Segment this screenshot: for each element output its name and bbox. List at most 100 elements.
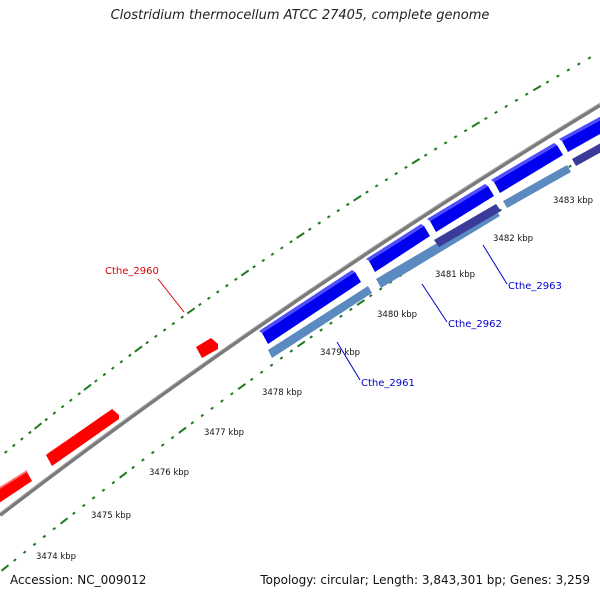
minor-tick [22,550,27,554]
gene-reverse[interactable] [46,409,119,466]
minor-tick [252,265,256,269]
major-tick [240,269,250,277]
gene-label-cthe-2963[interactable]: Cthe_2963 [508,281,562,292]
scale-label: 3475 kbp [91,511,131,521]
minor-tick [423,153,428,157]
gene-reverse[interactable] [0,472,32,505]
minor-tick [52,527,56,531]
minor-tick [32,542,37,547]
minor-tick [494,110,498,115]
gene-forward-cthe-2962[interactable] [369,226,430,272]
minor-tick [215,290,220,294]
gene-label-cthe-2960[interactable]: Cthe_2960 [105,266,159,277]
scale-label: 3480 kbp [377,310,417,320]
minor-tick [524,92,529,96]
leader-cthe-2963 [482,244,508,285]
major-tick [532,85,542,92]
gene-label-cthe-2962[interactable]: Cthe_2962 [448,319,502,330]
major-tick [0,564,10,572]
minor-tick [453,135,458,139]
scale-label: 3478 kbp [262,388,302,398]
gene-forward-cthe-2961[interactable] [262,272,361,344]
minor-tick [198,302,202,307]
minor-tick [160,443,165,447]
minor-tick [141,458,145,462]
minor-tick [94,379,98,383]
minor-tick [207,296,211,300]
major-tick [353,194,362,202]
gene-forward[interactable] [562,115,600,152]
minor-tick [345,202,350,207]
minor-tick [319,328,323,332]
minor-tick [336,208,341,213]
gene-forward-cthe-2962-top[interactable] [366,224,424,261]
scale-label: 3481 kbp [435,270,475,280]
minor-tick [463,129,468,133]
reverse-genes [0,337,218,505]
minor-tick [101,488,106,492]
minor-tick [13,558,17,562]
minor-tick [339,314,343,318]
minor-tick [394,171,398,176]
scale-label: 3482 kbp [493,234,533,244]
minor-tick [131,465,135,470]
gene-forward-cthe-2961-shade[interactable] [268,286,372,358]
minor-tick [269,363,274,367]
minor-tick [329,321,333,325]
scale-label: 3476 kbp [149,468,189,478]
genome-backbone-highlight [0,102,600,514]
leader-cthe-2961 [336,341,361,381]
minor-tick [270,252,275,256]
minor-tick [289,349,294,353]
minor-tick [77,392,81,396]
minor-tick [368,294,373,298]
gene-forward-top[interactable] [491,143,557,182]
minor-tick [365,190,369,194]
minor-tick [170,435,175,440]
minor-tick [259,370,264,374]
gene-forward-cthe-2961-top[interactable] [259,270,355,333]
gene-label-cthe-2961[interactable]: Cthe_2961 [361,378,415,389]
gene-forward-cthe-2963[interactable] [430,186,494,232]
minor-tick [249,377,254,382]
gene-forward-shade[interactable] [572,138,600,166]
accession-text: Accession: NC_009012 [10,573,147,587]
minor-tick [190,421,195,425]
gene-forward-cthe-2963-shade[interactable] [434,204,501,247]
major-tick [411,158,421,165]
gene-forward-top[interactable] [559,113,600,141]
gene-reverse[interactable] [0,470,27,495]
minor-tick [309,335,313,339]
minor-tick [81,503,86,508]
major-tick [134,345,143,353]
gene-reverse-cthe-2960[interactable] [196,338,218,358]
gene-reverse-cthe-2960-top[interactable] [196,337,213,347]
minor-tick [4,450,8,454]
major-tick [471,121,481,128]
minor-tick [545,80,550,84]
major-tick [296,232,305,239]
leader-cthe-2960 [157,278,185,313]
minor-tick [404,165,408,170]
minor-tick [307,227,312,231]
minor-tick [102,372,107,377]
forward-genes [259,113,600,358]
minor-tick [119,360,124,364]
gene-forward[interactable] [494,145,563,193]
minor-tick [42,534,47,539]
minor-tick [556,74,560,78]
minor-tick [210,406,214,410]
minor-tick [433,147,438,151]
minor-tick [514,98,519,102]
minor-tick [128,353,132,358]
major-tick [237,383,247,391]
major-tick [59,517,69,525]
scale-label: 3479 kbp [320,348,360,358]
scale-label: 3483 kbp [553,196,593,206]
minor-tick [289,240,293,244]
major-tick [296,340,306,348]
gene-forward-cthe-2963-top[interactable] [427,184,488,221]
minor-tick [568,164,572,168]
outer-tick-track [4,56,592,454]
gene-forward-shade[interactable] [503,165,571,208]
